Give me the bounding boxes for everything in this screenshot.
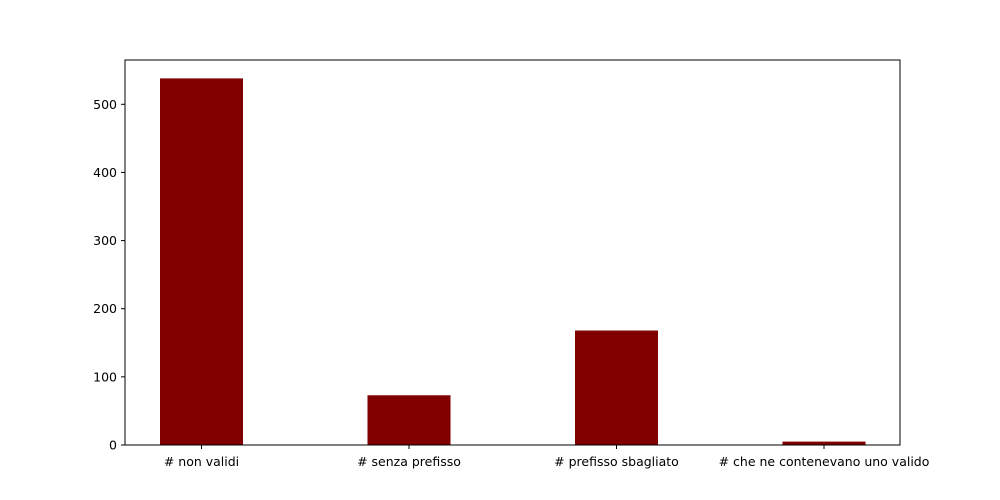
y-tick-label: 0 [109,438,117,453]
y-tick-label: 300 [93,233,117,248]
x-tick-label: # non validi [164,454,239,469]
x-tick-label: # che ne contenevano uno valido [719,454,930,469]
x-axis: # non validi # senza prefisso # prefisso s… [164,445,930,469]
bar [782,441,866,445]
x-tick-label: # senza prefisso [357,454,461,469]
bar [367,395,451,445]
y-tick-label: 400 [93,165,117,180]
bar [575,330,658,445]
y-tick-label: 500 [93,97,117,112]
y-axis: 0 100 200 300 400 500 [93,97,125,453]
x-tick-label: # prefisso sbagliato [554,454,679,469]
bars [160,78,866,446]
y-tick-label: 200 [93,301,117,316]
bar [160,78,243,446]
plot-frame [124,59,901,446]
y-tick-label: 100 [93,369,117,384]
